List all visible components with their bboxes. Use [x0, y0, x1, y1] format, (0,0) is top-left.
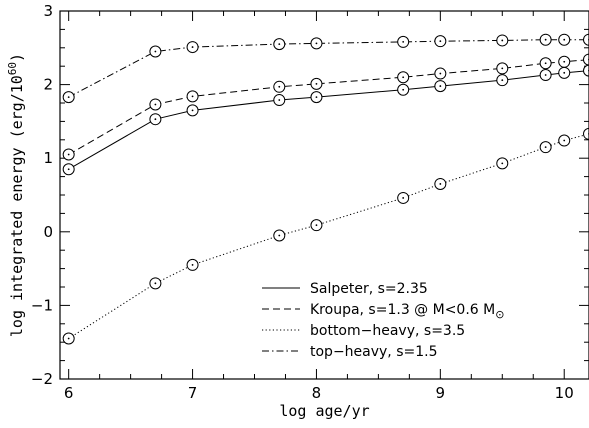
series-line — [68, 39, 589, 98]
data-point-dot — [402, 76, 405, 79]
legend: Salpeter, s=2.35 Kroupa, s=1.3 @ M<0.6 M⊙… — [262, 281, 504, 360]
legend-label: bottom−heavy, s=3.5 — [310, 323, 465, 339]
legend-label: top−heavy, s=1.5 — [310, 344, 438, 360]
data-point-dot — [191, 46, 194, 48]
data-point — [583, 127, 589, 140]
data-point — [583, 53, 589, 66]
series-group — [62, 127, 589, 345]
x-tick-label: 9 — [436, 384, 446, 402]
data-point-dot — [191, 264, 194, 266]
y-tick-label: 2 — [43, 76, 53, 94]
x-tick-label: 6 — [64, 384, 74, 402]
data-point-dot — [544, 38, 547, 41]
series-line — [68, 70, 589, 170]
data-point-dot — [563, 60, 566, 63]
data-point-dot — [315, 96, 318, 99]
y-tick-label: 3 — [43, 2, 53, 20]
data-point-dot — [544, 146, 547, 149]
data-point-dot — [501, 67, 504, 70]
data-point-dot — [278, 85, 281, 88]
data-point — [583, 33, 589, 46]
data-point-dot — [67, 153, 70, 156]
legend-label-subscript: ⊙ — [495, 308, 504, 321]
y-tick-label: −2 — [31, 370, 53, 388]
x-tick-label: 10 — [555, 384, 574, 402]
series-group — [62, 33, 589, 104]
data-point-dot — [563, 38, 566, 41]
plot-series — [62, 33, 589, 345]
data-point-dot — [439, 40, 442, 43]
data-point-dot — [402, 197, 405, 199]
data-point-dot — [544, 74, 547, 76]
data-point-dot — [278, 99, 281, 101]
data-point-dot — [501, 79, 504, 82]
y-tick-label: 0 — [43, 223, 53, 241]
data-point-dot — [278, 234, 281, 237]
data-point-dot — [154, 50, 157, 53]
x-axis-label: log age/yr — [279, 402, 369, 420]
legend-label: Kroupa, s=1.3 @ M<0.6 M⊙ — [310, 302, 504, 321]
data-point-dot — [439, 183, 442, 185]
y-tick-label: −1 — [31, 296, 53, 314]
data-point-dot — [67, 96, 70, 99]
data-point-dot — [191, 109, 194, 112]
data-point-dot — [501, 162, 504, 165]
data-point-dot — [439, 72, 442, 75]
x-tick-label: 7 — [188, 384, 198, 402]
data-point-dot — [67, 337, 70, 340]
data-point-dot — [278, 43, 281, 46]
y-tick-label: 1 — [43, 149, 53, 167]
series-group — [62, 64, 589, 176]
series-line — [68, 133, 589, 339]
data-point — [583, 64, 589, 77]
data-point-dot — [563, 139, 566, 142]
data-point-dot — [315, 82, 318, 85]
data-point-dot — [67, 168, 70, 171]
y-axis-label-exponent: 60 — [6, 62, 19, 75]
data-point-dot — [544, 62, 547, 65]
data-point-dot — [154, 103, 157, 106]
tick-labels: 6 7 8 9 10 −2 −1 0 1 2 3 — [31, 2, 574, 402]
data-point-dot — [154, 118, 157, 121]
y-axis-label: log integrated energy (erg/1060) — [6, 53, 26, 337]
series-line — [68, 59, 589, 155]
legend-label: Salpeter, s=2.35 — [310, 281, 428, 297]
series-group — [62, 53, 589, 161]
data-point-dot — [402, 88, 405, 91]
data-point-dot — [563, 71, 566, 74]
data-point-dot — [191, 95, 194, 98]
data-point-dot — [402, 41, 405, 43]
data-point-dot — [315, 42, 318, 45]
data-point-dot — [154, 282, 157, 285]
data-point-dot — [501, 39, 504, 42]
y-axis-label-close: ) — [8, 53, 26, 62]
plot-frame — [59, 10, 589, 380]
x-tick-label: 8 — [312, 384, 322, 402]
y-axis-label-main: log integrated energy (erg/10 — [8, 75, 26, 337]
data-point-dot — [315, 224, 318, 227]
data-point-dot — [439, 85, 442, 87]
